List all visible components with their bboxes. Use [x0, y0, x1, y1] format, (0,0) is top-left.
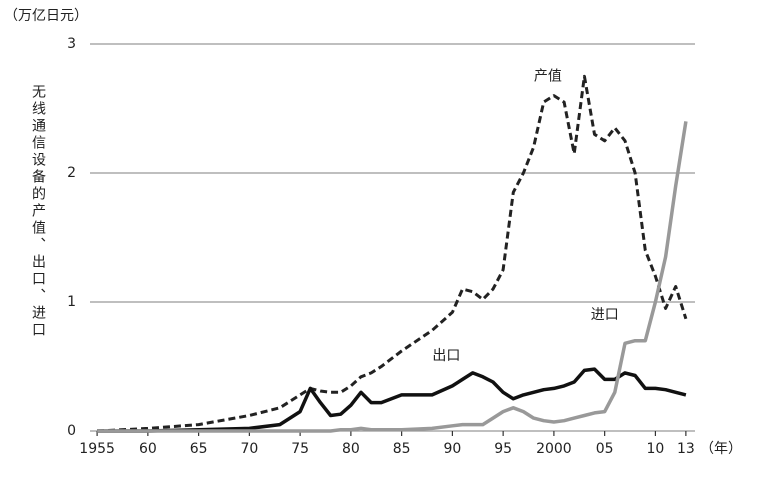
x-tick-label: 05	[596, 441, 614, 457]
x-tick-label: 13	[677, 441, 695, 457]
series-label: 产值	[534, 68, 562, 84]
series-line	[97, 121, 688, 433]
x-tick-label: 90	[443, 441, 461, 457]
x-unit-label: （年）	[700, 441, 742, 457]
x-tick-label: 60	[139, 441, 157, 457]
x-tick-label: 1955	[79, 441, 115, 457]
x-tick-label: 95	[494, 441, 512, 457]
y-axis-label: 无线通信设备的产值、出口、进口	[30, 84, 46, 339]
y-tick-label: 2	[67, 165, 76, 181]
x-tick-label: 85	[393, 441, 411, 457]
y-tick-label: 1	[67, 294, 76, 310]
series-line	[97, 367, 687, 433]
x-tick-label: 2000	[536, 441, 572, 457]
x-tick-label: 10	[646, 441, 664, 457]
series-label: 进口	[591, 307, 619, 323]
x-tick-label: 75	[291, 441, 309, 457]
series-label: 出口	[432, 348, 460, 364]
x-tick-label: 80	[342, 441, 360, 457]
y-tick-label: 0	[67, 423, 76, 439]
x-tick-label: 70	[240, 441, 258, 457]
y-tick-label: 3	[67, 36, 76, 52]
x-tick-label: 65	[190, 441, 208, 457]
y-unit-label: （万亿日元）	[4, 8, 88, 24]
series-line	[97, 74, 688, 433]
